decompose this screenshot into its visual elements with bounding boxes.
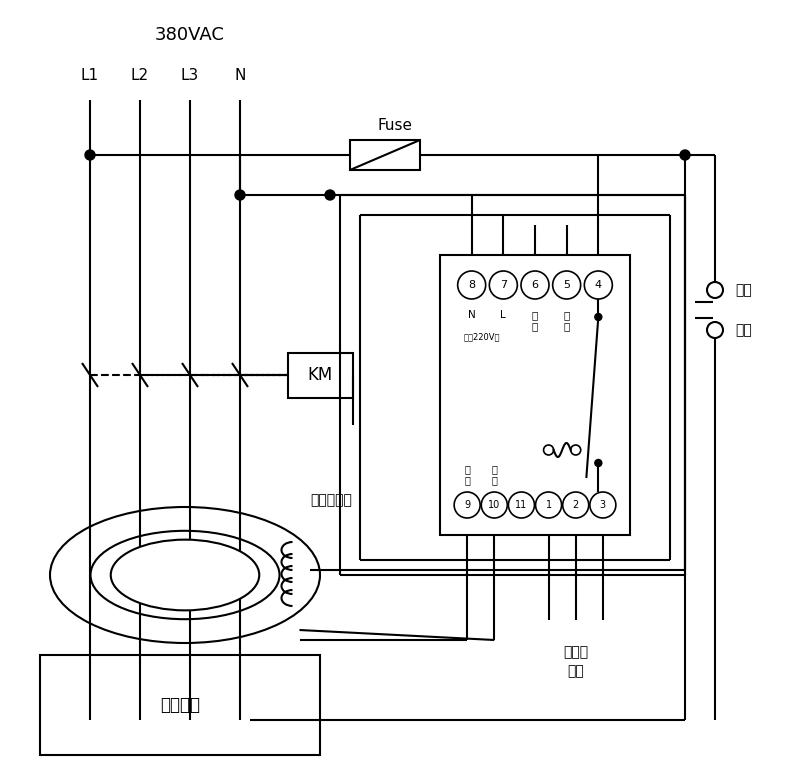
Text: 2: 2: [573, 500, 579, 510]
Text: 8: 8: [468, 280, 475, 290]
Text: 自锁: 自锁: [735, 283, 752, 297]
Bar: [440, 255, 630, 535]
Bar: [350, 140, 420, 170]
Circle shape: [595, 313, 602, 320]
Circle shape: [680, 150, 690, 160]
Text: 10: 10: [488, 500, 501, 510]
Text: 3: 3: [600, 500, 606, 510]
Text: 信
號: 信 號: [491, 464, 498, 485]
Text: KM: KM: [307, 366, 333, 384]
Circle shape: [235, 190, 245, 200]
Circle shape: [325, 190, 335, 200]
Text: 380VAC: 380VAC: [155, 26, 225, 44]
Bar: [287, 352, 353, 398]
Text: 4: 4: [594, 280, 602, 290]
Text: 5: 5: [563, 280, 570, 290]
Text: L: L: [501, 310, 506, 320]
Text: L2: L2: [131, 67, 149, 83]
Text: 开关: 开关: [735, 323, 752, 337]
Text: 信
號: 信 號: [464, 464, 470, 485]
Text: 11: 11: [515, 500, 527, 510]
Text: 試
驗: 試 驗: [563, 310, 570, 331]
Circle shape: [595, 459, 602, 466]
Text: 試
驗: 試 驗: [532, 310, 538, 331]
Text: 零序互感器: 零序互感器: [310, 493, 352, 507]
Text: 1: 1: [546, 500, 552, 510]
Bar: [40, 655, 320, 755]
Circle shape: [85, 150, 95, 160]
Text: L3: L3: [181, 67, 199, 83]
Text: Fuse: Fuse: [378, 117, 413, 133]
Text: N: N: [234, 67, 246, 83]
Text: 用户设备: 用户设备: [160, 696, 200, 714]
Text: 接声光
报警: 接声光 报警: [563, 645, 588, 679]
Ellipse shape: [110, 540, 259, 611]
Text: 电源220V～: 电源220V～: [464, 333, 500, 341]
Text: 6: 6: [531, 280, 538, 290]
Text: 7: 7: [500, 280, 507, 290]
Text: N: N: [468, 310, 475, 320]
Text: L1: L1: [81, 67, 99, 83]
Text: 9: 9: [464, 500, 470, 510]
